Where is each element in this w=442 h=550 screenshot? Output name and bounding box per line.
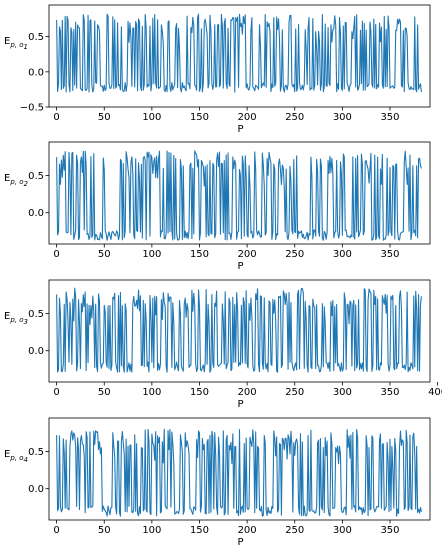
series-line [56,13,422,93]
subplot-4: 0 50 100 150 200 250 300 350 0.0 0.5 P Ep, o4 [4,417,431,548]
subplot-3: 0 50 100 150 200 250 300 350 400 0.0 0.5 P Ep, o3 [4,279,442,410]
x-tick-label: 250 [285,112,304,123]
subplot-2: 0 50 100 150 200 250 300 350 0.0 0.5 P Ep, o2 [4,141,431,272]
x-axis-label: P [237,399,243,410]
x-tick-label: 350 [380,249,399,260]
x-tick-label: 100 [142,525,161,536]
y-axis-label: Ep, o1 [4,36,28,51]
series-line [56,428,422,517]
x-tick-label: 350 [380,112,399,123]
y-tick-label: 0.0 [28,484,44,495]
x-tick-label: 100 [142,249,161,260]
x-axis-label: P [237,537,243,548]
y-tick-label: 0.5 [28,447,44,458]
y-axis-label: Ep, o2 [4,173,29,188]
x-tick-label: 0 [53,525,59,536]
x-tick-label: 200 [238,112,257,123]
axes-frame [48,4,431,108]
y-tick-label: 0.0 [28,346,44,357]
x-tick-label: 300 [333,525,352,536]
axes-frame [48,417,431,521]
x-tick-label: 50 [98,525,111,536]
x-tick-label: 150 [190,387,209,398]
x-tick-label: 250 [285,249,304,260]
x-tick-label: 300 [333,387,352,398]
x-tick-label: 300 [333,249,352,260]
x-tick-label: 100 [142,112,161,123]
x-tick-label: 200 [238,387,257,398]
y-tick-label: 0.5 [28,171,44,182]
series-line [56,150,422,241]
x-tick-label: 0 [53,249,59,260]
x-tick-label: 50 [98,249,111,260]
x-tick-label: 50 [98,112,111,123]
x-tick-label: 400 [428,387,442,398]
x-tick-label: 0 [53,387,59,398]
x-tick-label: 300 [333,112,352,123]
x-tick-label: 100 [142,387,161,398]
x-tick-label: 150 [190,525,209,536]
x-tick-label: 200 [238,249,257,260]
y-tick-label: 0.5 [28,309,44,320]
axes-frame [48,141,431,245]
x-tick-label: 50 [98,387,111,398]
axes-frame [48,279,431,383]
y-tick-label: −0.5 [20,103,44,114]
y-tick-label: 0.5 [28,32,44,43]
y-axis-label: Ep, o3 [4,311,28,326]
x-tick-label: 0 [53,112,59,123]
x-tick-label: 250 [285,387,304,398]
x-axis-label: P [237,261,243,272]
subplot-1: 0 50 100 150 200 250 300 350 −0.5 0.0 0.5 P Ep, o1 [4,4,431,135]
y-axis-label: Ep, o4 [4,449,28,464]
y-tick-label: 0.0 [28,208,44,219]
y-tick-label: 0.0 [28,67,44,78]
x-tick-label: 150 [190,112,209,123]
x-tick-label: 350 [380,525,399,536]
series-line [56,287,422,373]
x-tick-label: 200 [238,525,257,536]
x-axis-label: P [237,124,243,135]
x-tick-label: 250 [285,525,304,536]
x-tick-label: 350 [380,387,399,398]
x-tick-label: 150 [190,249,209,260]
